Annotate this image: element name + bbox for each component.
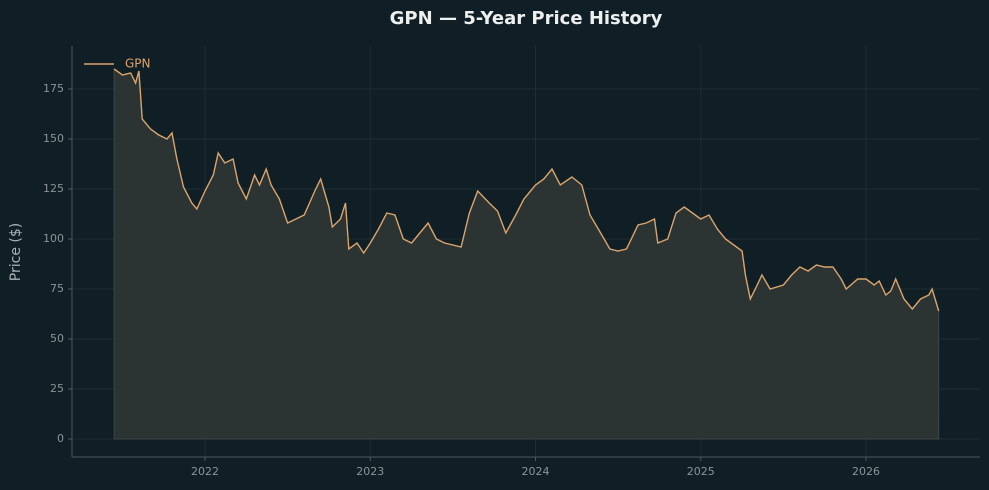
- y-tick-label: 75: [50, 282, 64, 295]
- y-tick-label: 50: [50, 332, 64, 345]
- x-tick-label: 2025: [687, 465, 715, 478]
- y-axis-label: Price ($): [8, 223, 24, 281]
- legend-label: GPN: [125, 57, 151, 71]
- x-tick-label: 2024: [522, 465, 550, 478]
- y-tick-label: 150: [43, 132, 64, 145]
- x-tick-label: 2022: [191, 465, 219, 478]
- x-tick-label: 2026: [852, 465, 880, 478]
- chart-title: GPN — 5-Year Price History: [390, 8, 663, 29]
- line: [113, 68, 940, 312]
- y-tick-label: 0: [57, 432, 64, 445]
- area: [113, 68, 940, 440]
- y-tick-label: 125: [43, 182, 64, 195]
- y-tick-label: 25: [50, 382, 64, 395]
- y-tick-label: 175: [43, 82, 64, 95]
- x-tick-label: 2023: [356, 465, 384, 478]
- y-tick-label: 100: [43, 232, 64, 245]
